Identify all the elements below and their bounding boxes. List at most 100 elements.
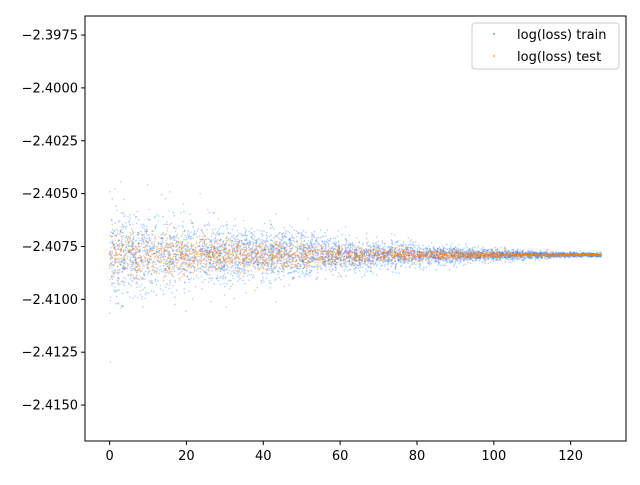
data-point (242, 266, 245, 268)
data-point (151, 234, 154, 236)
data-point (345, 241, 348, 243)
data-point (252, 241, 254, 243)
data-point (192, 233, 195, 236)
data-point (109, 361, 112, 363)
data-point (446, 252, 448, 254)
data-point (407, 262, 409, 265)
data-point (478, 259, 481, 262)
data-point (358, 251, 360, 254)
data-point (219, 238, 222, 240)
data-point (281, 236, 284, 238)
data-point (335, 242, 338, 244)
data-point (451, 260, 454, 263)
data-point (149, 258, 151, 260)
data-point (314, 257, 316, 259)
data-point (310, 235, 313, 238)
data-point (257, 238, 260, 241)
data-point (180, 212, 182, 214)
data-point (568, 255, 571, 257)
data-point (538, 254, 541, 256)
data-point (466, 252, 468, 255)
data-point (166, 283, 168, 286)
data-point (124, 281, 126, 284)
data-point (201, 248, 204, 250)
data-point (486, 254, 489, 256)
data-point (120, 260, 123, 263)
data-point (265, 238, 268, 240)
data-point (251, 251, 254, 253)
data-point (130, 256, 132, 259)
data-point (478, 256, 481, 258)
data-point (314, 245, 317, 247)
data-point (258, 237, 261, 239)
data-point (437, 260, 440, 262)
data-point (159, 253, 161, 255)
data-point (264, 247, 266, 249)
data-point (233, 272, 235, 275)
data-point (231, 283, 234, 286)
data-point (270, 265, 273, 268)
data-point (163, 269, 165, 271)
data-point (358, 259, 361, 261)
data-point (210, 240, 212, 242)
data-point (379, 245, 382, 247)
data-point (523, 258, 525, 261)
data-point (431, 250, 434, 253)
data-point (390, 249, 392, 251)
data-point (116, 289, 119, 292)
data-point (469, 250, 471, 252)
data-point (117, 220, 120, 223)
data-point (471, 248, 473, 251)
data-point (246, 236, 248, 239)
data-point (154, 278, 157, 281)
data-point (282, 271, 285, 273)
data-point (351, 260, 353, 262)
data-point (339, 274, 342, 277)
data-point (299, 276, 301, 278)
data-point (415, 257, 418, 260)
data-point (177, 273, 180, 276)
data-point (193, 256, 196, 259)
data-point (110, 257, 112, 260)
data-point (172, 211, 175, 214)
data-point (155, 267, 158, 269)
data-point (458, 262, 461, 265)
data-point (148, 219, 151, 221)
data-point (417, 244, 420, 247)
data-point (446, 243, 448, 246)
data-point (137, 297, 139, 299)
data-point (365, 254, 368, 256)
data-point (356, 264, 359, 267)
data-point (324, 250, 327, 253)
data-point (353, 262, 356, 265)
data-point (481, 261, 483, 264)
data-point (420, 268, 422, 270)
data-point (153, 247, 156, 249)
data-point (245, 262, 248, 265)
data-point (462, 264, 465, 267)
data-point (219, 234, 221, 236)
data-point (368, 262, 370, 265)
data-point (319, 266, 321, 268)
data-point (168, 210, 171, 212)
data-point (269, 245, 272, 247)
data-point (577, 255, 579, 257)
data-point (142, 241, 145, 244)
data-point (129, 267, 131, 269)
data-point (560, 256, 562, 258)
data-point (508, 256, 510, 259)
data-point (124, 268, 126, 271)
data-point (255, 244, 257, 247)
data-point (322, 235, 325, 237)
data-point (254, 267, 256, 270)
data-point (413, 255, 416, 257)
data-point (368, 245, 370, 247)
data-point (120, 181, 122, 183)
data-point (382, 252, 385, 255)
data-point (266, 236, 269, 238)
data-point (262, 234, 264, 236)
data-point (305, 254, 307, 256)
data-point (182, 203, 185, 205)
data-point (395, 241, 397, 244)
data-point (534, 256, 537, 259)
